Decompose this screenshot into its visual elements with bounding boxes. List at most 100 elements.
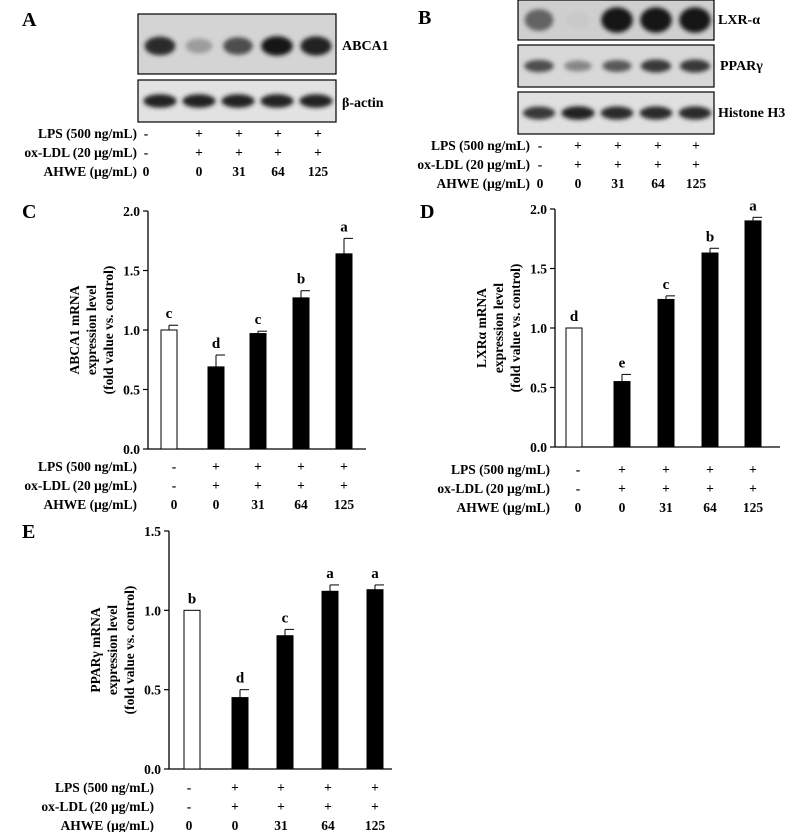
blot-a-label-actin: β-actin xyxy=(342,96,384,111)
y-axis-label: expression level xyxy=(84,285,99,375)
treatment-cell: + xyxy=(277,780,285,795)
treatment-cell: - xyxy=(187,799,192,814)
y-axis-label: (fold value vs. control) xyxy=(508,264,523,393)
treatment-cell: + xyxy=(274,126,282,141)
y-axis-label: (fold value vs. control) xyxy=(101,266,116,395)
bar xyxy=(335,253,353,450)
treatment-cell: 0 xyxy=(232,818,239,832)
blot-band xyxy=(640,59,672,73)
treatment-cell: - xyxy=(172,478,177,493)
treatment-cell: 31 xyxy=(274,818,288,832)
treatment-cell: + xyxy=(662,462,670,477)
treatment-row-label: LPS (500 ng/mL) xyxy=(451,462,550,477)
significance-label: d xyxy=(236,671,245,687)
treatment-cell: 125 xyxy=(686,176,707,191)
treatment-cell: 0 xyxy=(619,500,626,515)
blot-b-label-lxr: LXR-α xyxy=(718,13,760,28)
treatment-row-label: LPS (500 ng/mL) xyxy=(38,459,137,474)
significance-label: e xyxy=(619,355,626,371)
treatment-table-c: LPS (500 ng/mL) - + + + + ox-LDL (20 μg/mL) - + +… xyxy=(24,459,354,512)
y-axis-label: ABCA1 mRNA xyxy=(67,285,82,374)
panel-letter-b: B xyxy=(418,7,431,29)
blot-band xyxy=(640,7,672,33)
blot-band xyxy=(679,7,711,33)
y-tick-label: 0.0 xyxy=(530,440,547,455)
treatment-table-b: LPS (500 ng/mL) - + + + + ox-LDL (20 μg/mL) - + +… xyxy=(417,138,706,191)
blot-b-histone-bands xyxy=(522,106,712,120)
treatment-cell: + xyxy=(235,145,243,160)
treatment-table-a: LPS (500 ng/mL) - + + + + ox-LDL (20 μg/mL) - + +… xyxy=(24,126,328,179)
treatment-cell: 125 xyxy=(365,818,386,832)
treatment-cell: + xyxy=(371,780,379,795)
treatment-cell: - xyxy=(576,462,581,477)
y-tick-label: 0.5 xyxy=(144,683,161,698)
blot-band xyxy=(601,7,633,33)
significance-label: c xyxy=(255,312,262,328)
treatment-cell: - xyxy=(187,780,192,795)
treatment-cell: + xyxy=(254,459,262,474)
bar xyxy=(276,635,294,770)
treatment-row-label: AHWE (μg/mL) xyxy=(436,176,530,191)
blot-b-label-histone: Histone H3 xyxy=(718,106,785,121)
blot-band xyxy=(299,94,333,108)
treatment-cell: + xyxy=(231,780,239,795)
bar xyxy=(701,252,719,448)
significance-label: a xyxy=(371,566,379,582)
y-tick-label: 0.0 xyxy=(123,442,140,457)
treatment-cell: 0 xyxy=(143,164,150,179)
blot-band xyxy=(300,36,332,56)
blot-band xyxy=(182,94,216,108)
treatment-cell: 31 xyxy=(251,497,265,512)
panel-letter-d: D xyxy=(420,201,434,223)
treatment-cell: + xyxy=(574,138,582,153)
y-axis-label: (fold value vs. control) xyxy=(122,586,137,715)
treatment-row-label: AHWE (μg/mL) xyxy=(456,500,550,515)
treatment-cell: + xyxy=(706,462,714,477)
blot-band xyxy=(565,11,591,29)
treatment-cell: + xyxy=(314,145,322,160)
significance-label: a xyxy=(749,198,757,214)
treatment-cell: + xyxy=(274,145,282,160)
treatment-cell: 64 xyxy=(651,176,665,191)
panel-letter-e: E xyxy=(22,521,35,543)
treatment-cell: + xyxy=(212,459,220,474)
significance-label: b xyxy=(188,591,196,607)
treatment-cell: 0 xyxy=(171,497,178,512)
treatment-cell: - xyxy=(172,459,177,474)
treatment-cell: + xyxy=(614,138,622,153)
treatment-cell: + xyxy=(195,126,203,141)
blot-band xyxy=(561,106,595,120)
treatment-row-label: ox-LDL (20 μg/mL) xyxy=(24,478,137,493)
treatment-cell: + xyxy=(324,780,332,795)
blot-band xyxy=(144,36,176,56)
treatment-cell: + xyxy=(706,481,714,496)
treatment-cell: + xyxy=(314,126,322,141)
y-tick-label: 1.5 xyxy=(144,524,161,539)
y-tick-label: 1.0 xyxy=(530,321,547,336)
treatment-cell: 64 xyxy=(703,500,717,515)
treatment-table-d: LPS (500 ng/mL) - + + + + ox-LDL (20 μg/mL) - + +… xyxy=(437,462,763,515)
y-axis-label: PPARγ mRNA xyxy=(88,607,103,692)
panel-letter-c: C xyxy=(22,201,36,223)
treatment-cell: 0 xyxy=(196,164,203,179)
treatment-cell: + xyxy=(340,478,348,493)
treatment-cell: 31 xyxy=(611,176,625,191)
chart-ppary-mrna: 0.0 0.5 1.0 1.5 PPARγ mRNA expression level (f… xyxy=(88,524,392,777)
blot-band xyxy=(564,60,592,72)
treatment-row-label: AHWE (μg/mL) xyxy=(43,164,137,179)
significance-label: b xyxy=(297,272,305,288)
y-tick-label: 0.5 xyxy=(530,381,547,396)
treatment-cell: + xyxy=(340,459,348,474)
treatment-cell: 125 xyxy=(308,164,329,179)
bar xyxy=(565,327,583,448)
blot-band xyxy=(639,106,673,120)
bar xyxy=(183,609,201,770)
treatment-cell: 31 xyxy=(659,500,673,515)
significance-label: c xyxy=(166,306,173,322)
treatment-cell: + xyxy=(662,481,670,496)
blot-band xyxy=(679,59,711,73)
blot-a-abca1-bands xyxy=(144,36,332,56)
y-tick-label: 2.0 xyxy=(530,202,547,217)
treatment-cell: + xyxy=(692,157,700,172)
